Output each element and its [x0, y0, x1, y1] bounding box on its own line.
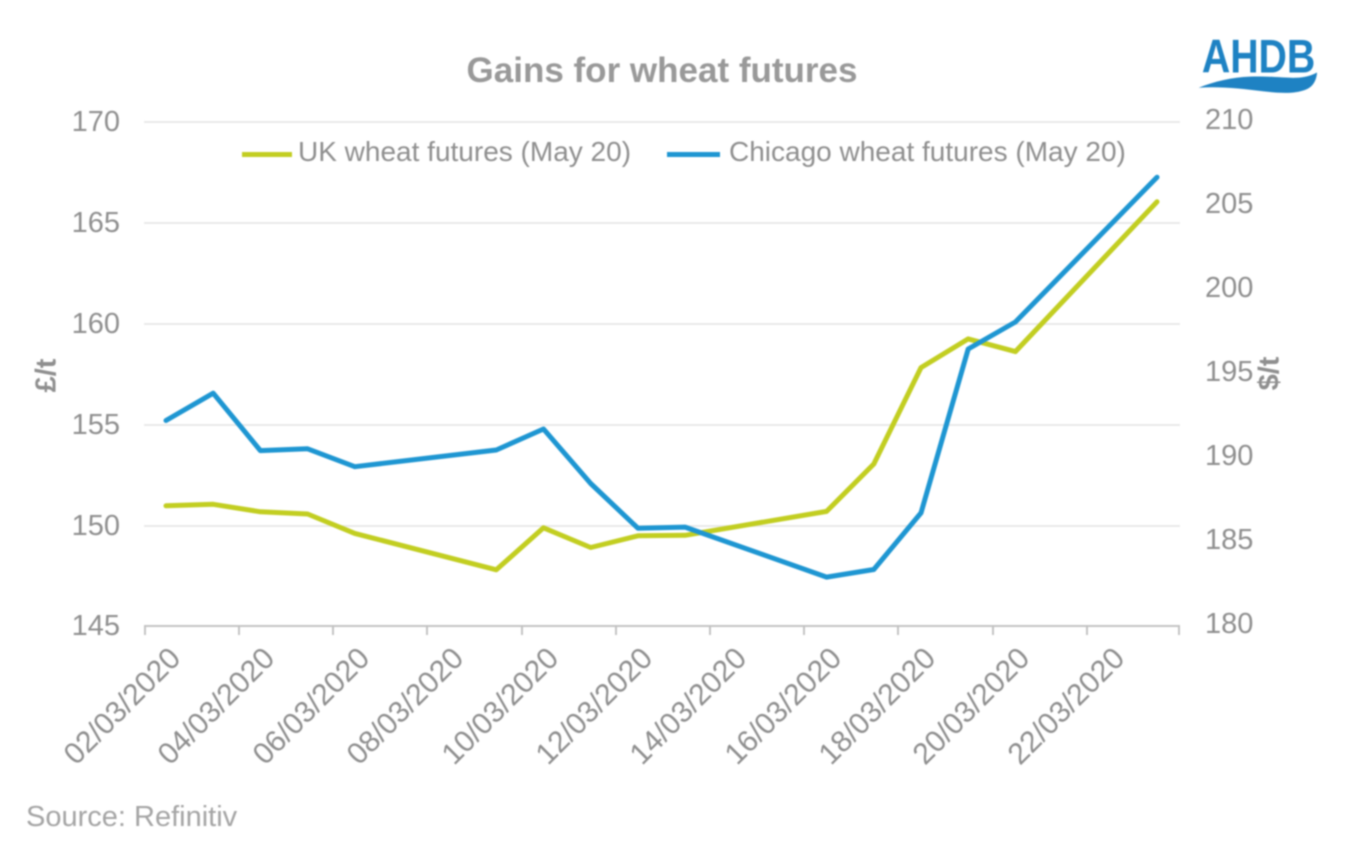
- svg-text:AHDB: AHDB: [1202, 33, 1315, 83]
